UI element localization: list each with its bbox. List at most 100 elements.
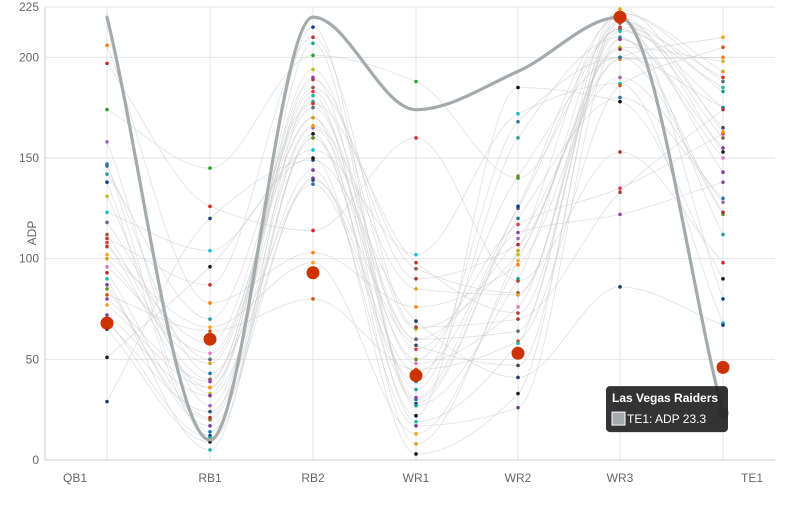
- tooltip-label: TE1: ADP 23.3: [627, 412, 706, 426]
- average-point: [716, 360, 730, 374]
- team-point: [414, 357, 418, 362]
- team-point: [105, 252, 109, 257]
- team-point: [721, 75, 725, 80]
- team-point: [414, 432, 418, 436]
- tooltip-title: Las Vegas Raiders: [612, 391, 718, 405]
- team-point: [208, 204, 212, 209]
- team-point: [618, 150, 622, 154]
- team-point: [414, 423, 418, 428]
- team-point: [208, 430, 212, 434]
- team-point: [311, 156, 315, 160]
- y-tick-label: 150: [19, 151, 39, 165]
- team-point: [311, 250, 315, 255]
- team-point: [414, 305, 418, 309]
- team-point: [721, 196, 725, 201]
- team-point: [311, 136, 315, 140]
- team-point: [721, 146, 725, 150]
- team-point: [208, 371, 212, 376]
- team-point: [414, 403, 418, 408]
- team-point: [311, 148, 315, 152]
- average-point: [203, 332, 217, 346]
- team-point: [208, 248, 212, 253]
- team-point: [516, 329, 520, 333]
- x-tick-label: TE1: [741, 471, 763, 485]
- y-tick-label: 0: [32, 453, 39, 467]
- team-point: [105, 355, 109, 360]
- team-point: [721, 85, 725, 90]
- team-point: [516, 277, 520, 281]
- team-point: [721, 150, 725, 154]
- team-point: [721, 180, 725, 184]
- team-line: [106, 83, 724, 324]
- team-point: [105, 107, 109, 112]
- x-tick-label: RB1: [198, 471, 222, 485]
- average-point: [511, 346, 525, 360]
- team-point: [311, 123, 315, 128]
- team-point: [208, 317, 212, 321]
- team-point: [618, 95, 622, 100]
- team-point: [721, 232, 725, 237]
- team-point: [516, 258, 520, 263]
- team-point: [208, 301, 212, 305]
- team-point: [311, 132, 315, 136]
- team-point: [414, 452, 418, 456]
- team-point: [105, 256, 109, 261]
- team-line: [106, 46, 724, 395]
- team-point: [105, 194, 109, 199]
- team-point: [311, 75, 315, 80]
- team-line: [106, 36, 724, 390]
- team-point: [311, 67, 315, 72]
- team-point: [516, 111, 520, 116]
- team-line: [106, 12, 724, 445]
- team-point: [721, 89, 725, 94]
- team-point: [721, 45, 725, 50]
- team-point: [516, 236, 520, 241]
- y-tick-label: 225: [19, 0, 39, 14]
- team-point: [414, 325, 418, 329]
- team-point: [516, 262, 520, 267]
- team-point: [618, 212, 622, 217]
- team-point: [105, 172, 109, 176]
- team-point: [516, 311, 520, 315]
- team-point: [105, 277, 109, 281]
- team-point: [516, 363, 520, 368]
- team-point: [208, 379, 212, 384]
- team-point: [311, 105, 315, 110]
- team-line: [106, 46, 724, 370]
- team-point: [105, 232, 109, 237]
- average-point: [613, 10, 627, 24]
- team-point: [516, 119, 520, 124]
- team-point: [311, 260, 315, 265]
- team-point: [516, 391, 520, 396]
- tooltip-box: [606, 386, 728, 433]
- team-point: [105, 164, 109, 168]
- team-point: [414, 361, 418, 366]
- team-point: [516, 405, 520, 410]
- team-point: [516, 174, 520, 178]
- team-point: [721, 323, 725, 327]
- team-point: [516, 216, 520, 221]
- x-tick-label: RB2: [301, 471, 325, 485]
- team-point: [208, 325, 212, 329]
- team-line: [106, 38, 724, 364]
- team-point: [105, 283, 109, 287]
- team-point: [516, 248, 520, 253]
- team-point: [311, 297, 315, 301]
- axis-layer: ADP 0 50 100 150 200 225 QB1 RB1 RB2 WR1 WR2 WR3 TE1: [19, 0, 775, 485]
- x-tick-label: WR3: [607, 471, 634, 485]
- team-point: [208, 351, 212, 356]
- team-line: [106, 87, 724, 443]
- average-points-layer: [100, 10, 730, 382]
- team-point: [414, 252, 418, 257]
- team-point: [208, 166, 212, 170]
- team-line: [106, 56, 724, 421]
- team-point: [516, 136, 520, 140]
- team-point: [721, 297, 725, 301]
- average-point: [100, 316, 114, 330]
- team-point: [208, 448, 212, 452]
- tooltip-color-swatch: [611, 411, 626, 426]
- team-point: [208, 357, 212, 362]
- team-point: [208, 361, 212, 366]
- team-point: [618, 37, 622, 42]
